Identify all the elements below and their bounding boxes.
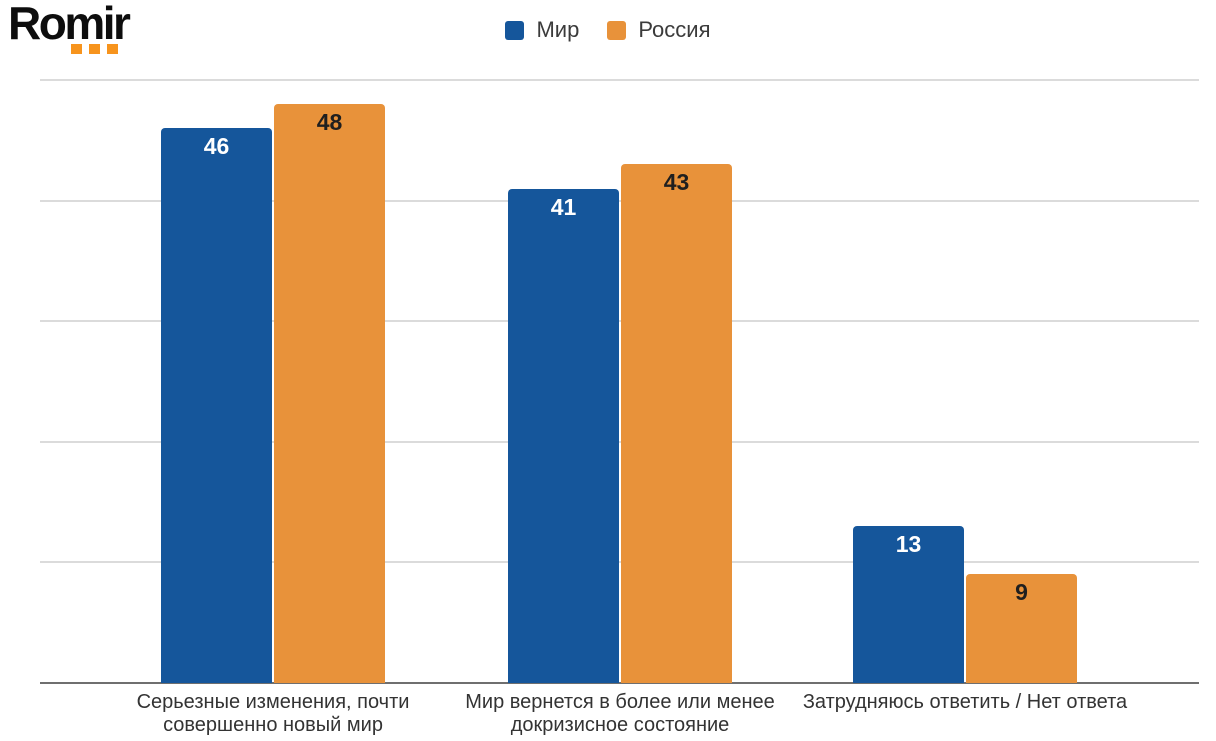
grid-line: [40, 199, 1199, 202]
bar-value-label: 9: [1015, 579, 1028, 606]
legend-item: Россия: [607, 17, 711, 43]
legend-swatch-icon: [607, 20, 627, 40]
logo-dot-icon: [89, 44, 100, 54]
grid-line: [40, 79, 1199, 81]
bar-mir: 41: [508, 188, 619, 683]
romir-logo-dots: [71, 44, 118, 54]
bar-mir: 46: [161, 128, 272, 683]
plot-area: 46 48 41 43 13 9: [40, 79, 1199, 684]
category-label: Мир вернется в более или менее докризисн…: [465, 691, 775, 736]
logo-dot-icon: [107, 44, 118, 54]
legend-label: Россия: [638, 17, 711, 42]
bar-value-label: 48: [316, 109, 343, 136]
x-axis-line: [40, 682, 1199, 684]
legend-swatch-icon: [505, 20, 525, 40]
legend-label: Мир: [536, 17, 580, 42]
bar-rossiya: 9: [966, 574, 1077, 683]
chart-legend: Мир Россия: [0, 17, 1216, 43]
legend-item: Мир: [505, 17, 579, 43]
grid-line: [40, 320, 1199, 323]
bar-value-label: 46: [203, 133, 230, 160]
bar-rossiya: 48: [274, 104, 385, 683]
bar-mir: 13: [853, 526, 964, 683]
romir-logo-text: Romir: [8, 0, 131, 49]
category-label: Затрудняюсь ответить / Нет ответа: [802, 691, 1128, 713]
bar-value-label: 13: [895, 531, 922, 558]
category-label: Серьезные изменения, почти совершенно но…: [136, 691, 410, 736]
grid-line: [40, 440, 1199, 443]
romir-logo: Romir: [8, 0, 131, 54]
logo-dot-icon: [71, 44, 82, 54]
bar-value-label: 43: [663, 169, 690, 196]
bar-value-label: 41: [550, 193, 577, 220]
bar-rossiya: 43: [621, 164, 732, 683]
grid-line: [40, 561, 1199, 564]
